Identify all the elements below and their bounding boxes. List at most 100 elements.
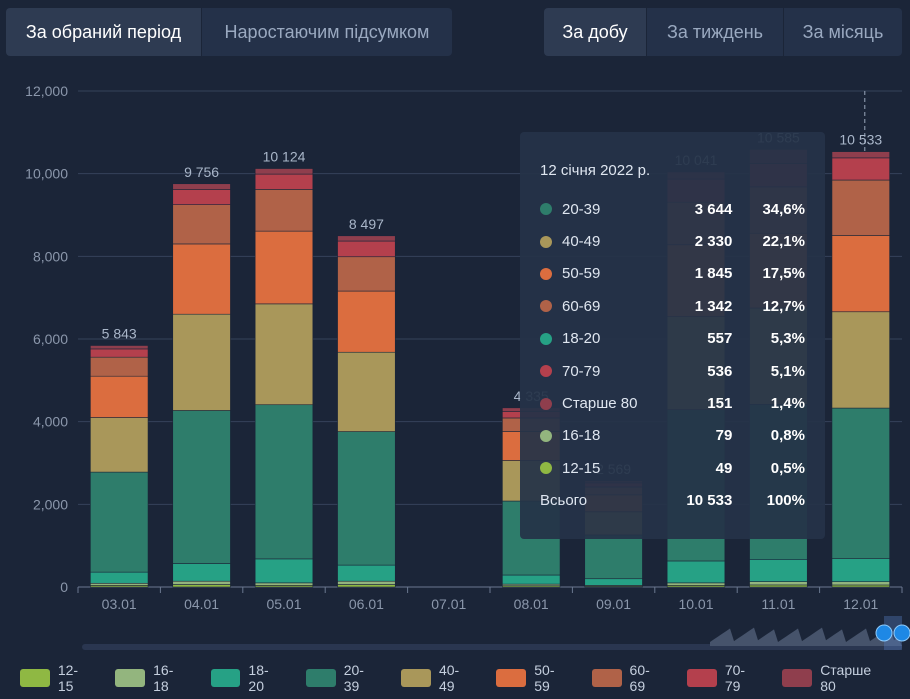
- range-navigator[interactable]: [82, 616, 910, 650]
- bar-segment[interactable]: [831, 179, 890, 236]
- bar-segment[interactable]: [749, 584, 808, 588]
- bar-segment[interactable]: [337, 235, 396, 242]
- legend-item[interactable]: 40-49: [401, 662, 472, 694]
- legend-item[interactable]: 50-59: [496, 662, 567, 694]
- bar-segment[interactable]: [172, 313, 231, 411]
- tooltip-row-value: 557: [707, 330, 733, 348]
- bar-segment[interactable]: [584, 534, 643, 580]
- tooltip-rows: 20-39 3 644 34,6% 40-49 2 330 22,1% 50-59 1 845…: [540, 193, 805, 485]
- bar-segment[interactable]: [337, 584, 396, 588]
- legend-item[interactable]: Старше 80: [782, 662, 886, 694]
- y-tick-label: 12,000: [25, 83, 68, 99]
- bar-segment[interactable]: [254, 582, 314, 586]
- navigator-window[interactable]: [884, 616, 902, 650]
- legend-swatch-icon: [686, 669, 717, 687]
- legend-item[interactable]: 20-39: [305, 662, 377, 694]
- bar-segment[interactable]: [254, 173, 314, 190]
- tooltip-row-pct: 17,5%: [762, 265, 805, 283]
- x-tick-label: 09.01: [596, 596, 631, 612]
- bar-segment[interactable]: [831, 558, 890, 583]
- tooltip-row-pct: 5,1%: [770, 362, 805, 380]
- series-dot-icon: [540, 429, 552, 442]
- legend-label: 18-20: [248, 662, 269, 694]
- bar-segment[interactable]: [831, 157, 890, 181]
- bar-segment[interactable]: [90, 417, 149, 473]
- tooltip-row-pct: 5,3%: [770, 330, 805, 348]
- bar-segment[interactable]: [90, 345, 149, 350]
- bar-segment[interactable]: [254, 303, 314, 406]
- period-tabs: За обраний період Наростаючим підсумком: [6, 8, 452, 56]
- bar-segment[interactable]: [337, 256, 396, 292]
- tooltip-row-name: 20-39: [562, 200, 601, 218]
- tooltip-row: 18-20 557 5,3%: [540, 323, 805, 355]
- bar-segment[interactable]: [90, 356, 149, 377]
- bar-segment[interactable]: [254, 189, 314, 232]
- bar-segment[interactable]: [337, 290, 396, 353]
- tab-weekly[interactable]: За тиждень: [647, 8, 784, 56]
- bar-segment[interactable]: [254, 230, 314, 305]
- legend-item[interactable]: 70-79: [686, 662, 758, 694]
- legend-swatch-icon: [591, 669, 622, 687]
- tooltip-row: 12-15 49 0,5%: [540, 452, 805, 484]
- tooltip-row-name: 70-79: [562, 362, 601, 380]
- bar-segment[interactable]: [666, 560, 726, 584]
- bar-segment[interactable]: [337, 240, 396, 258]
- tooltip-row-value: 1 342: [694, 297, 733, 315]
- bar-segment[interactable]: [666, 582, 726, 586]
- bar-segment[interactable]: [337, 351, 396, 432]
- bar-segment[interactable]: [90, 571, 149, 584]
- bar-segment[interactable]: [90, 582, 149, 586]
- bar-segment[interactable]: [172, 189, 231, 205]
- tab-cumulative[interactable]: Наростаючим підсумком: [202, 8, 452, 56]
- bar-segment[interactable]: [172, 580, 231, 585]
- bar-segment[interactable]: [502, 574, 561, 585]
- bar-segment[interactable]: [831, 235, 890, 313]
- bar-segment[interactable]: [172, 183, 231, 190]
- series-dot-icon: [540, 462, 552, 475]
- tooltip-row-value: 151: [707, 395, 733, 413]
- navigator-handle-left-icon[interactable]: [875, 624, 893, 642]
- tooltip: 12 січня 2022 р. 20-39 3 644 34,6% 40-49 2 3…: [520, 132, 825, 539]
- bar-segment[interactable]: [749, 581, 808, 586]
- bar-segment[interactable]: [749, 559, 808, 582]
- bar-segment[interactable]: [254, 168, 314, 175]
- legend-label: Старше 80: [820, 662, 872, 694]
- bar-segment[interactable]: [90, 348, 149, 358]
- bar-segment[interactable]: [831, 311, 890, 409]
- bar-segment[interactable]: [831, 584, 890, 588]
- bar-segment[interactable]: [254, 558, 314, 584]
- bar-segment[interactable]: [172, 584, 231, 588]
- legend-item[interactable]: 12-15: [20, 662, 91, 694]
- bar-segment[interactable]: [172, 243, 231, 315]
- bar-segment[interactable]: [90, 471, 149, 573]
- interval-tabs: За добу За тиждень За місяць: [544, 8, 902, 56]
- tooltip-row-name: 18-20: [562, 330, 601, 348]
- bar-segment[interactable]: [172, 563, 231, 582]
- bar-segment[interactable]: [831, 581, 890, 586]
- navigator-handle-right-icon[interactable]: [893, 624, 910, 642]
- bar-segment[interactable]: [584, 578, 643, 586]
- tab-selected-period[interactable]: За обраний період: [6, 8, 202, 56]
- tooltip-row-value: 2 330: [694, 233, 733, 251]
- bar-segment[interactable]: [337, 580, 396, 585]
- tab-daily[interactable]: За добу: [544, 8, 647, 56]
- bar-segment[interactable]: [337, 564, 396, 582]
- legend-swatch-icon: [210, 669, 241, 687]
- legend-item[interactable]: 16-18: [115, 662, 186, 694]
- tooltip-row-pct: 0,8%: [770, 427, 805, 445]
- x-tick-label: 11.01: [761, 596, 795, 612]
- series-dot-icon: [540, 267, 552, 280]
- bar-segment[interactable]: [90, 375, 149, 418]
- legend-item[interactable]: 18-20: [210, 662, 282, 694]
- bar-segment[interactable]: [831, 151, 890, 159]
- bar-segment[interactable]: [254, 404, 314, 560]
- bar-segment[interactable]: [831, 407, 890, 559]
- bar-segment[interactable]: [172, 204, 231, 245]
- bar-segment[interactable]: [337, 431, 396, 566]
- tab-monthly[interactable]: За місяць: [784, 8, 902, 56]
- legend-label: 40-49: [438, 662, 460, 694]
- bar-segment[interactable]: [172, 410, 231, 564]
- legend-label: 70-79: [724, 662, 746, 694]
- legend-item[interactable]: 60-69: [591, 662, 663, 694]
- navigator-minichart: [710, 627, 902, 646]
